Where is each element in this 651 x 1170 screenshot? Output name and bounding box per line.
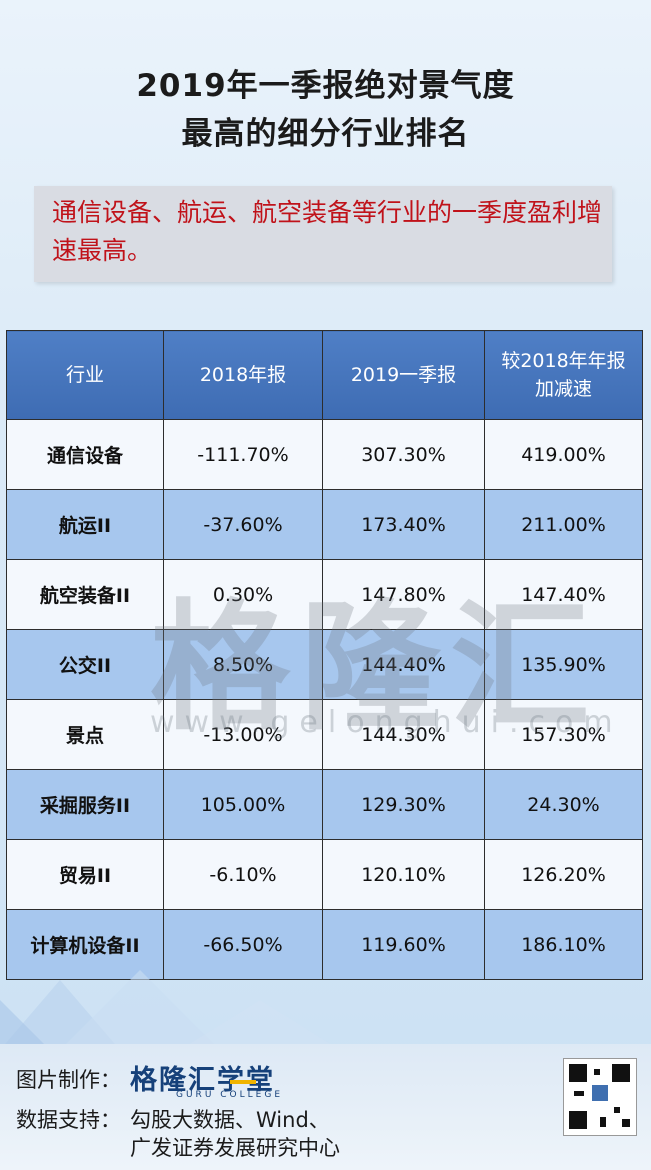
title-line-2: 最高的细分行业排名 <box>181 116 470 152</box>
cell-2018: 105.00% <box>163 769 323 840</box>
page-title: 2019年一季报绝对景气度 最高的细分行业排名 <box>0 62 651 158</box>
table-row: 航运II -37.60% 173.40% 211.00% <box>6 489 643 560</box>
cell-change: 135.90% <box>484 629 643 700</box>
cell-2019q1: 144.40% <box>322 629 485 700</box>
ranking-table-container: 行业 2018年报 2019一季报 较2018年年报 加减速 通信设备 -111… <box>6 330 643 980</box>
cell-change: 24.30% <box>484 769 643 840</box>
maker-label: 图片制作： <box>16 1068 121 1092</box>
cell-industry: 航空装备II <box>6 559 164 630</box>
cell-change: 419.00% <box>484 419 643 490</box>
cell-2019q1: 307.30% <box>322 419 485 490</box>
cell-2019q1: 144.30% <box>322 699 485 770</box>
cell-2018: -6.10% <box>163 839 323 910</box>
cell-2018: -13.00% <box>163 699 323 770</box>
header-2019q1: 2019一季报 <box>322 330 485 420</box>
cell-change: 126.20% <box>484 839 643 910</box>
qr-code-icon <box>563 1058 637 1136</box>
cell-industry: 计算机设备II <box>6 909 164 980</box>
header-change-line1: 较2018年年报 <box>501 350 626 372</box>
cell-change: 211.00% <box>484 489 643 560</box>
cell-2018: -37.60% <box>163 489 323 560</box>
table-row: 贸易II -6.10% 120.10% 126.20% <box>6 839 643 910</box>
cell-change: 157.30% <box>484 699 643 770</box>
guru-college-logo-subtitle: GURU COLLEGE <box>176 1090 284 1100</box>
cell-change: 147.40% <box>484 559 643 630</box>
table-row: 采掘服务II 105.00% 129.30% 24.30% <box>6 769 643 840</box>
cell-industry: 通信设备 <box>6 419 164 490</box>
footer <box>0 1044 651 1170</box>
logo-accent <box>230 1080 256 1084</box>
table-row: 航空装备II 0.30% 147.80% 147.40% <box>6 559 643 630</box>
decorative-triangles <box>0 970 340 1050</box>
highlight-box: 通信设备、航运、航空装备等行业的一季度盈利增速最高。 <box>34 186 612 282</box>
cell-2019q1: 129.30% <box>322 769 485 840</box>
cell-industry: 景点 <box>6 699 164 770</box>
table-row: 公交II 8.50% 144.40% 135.90% <box>6 629 643 700</box>
cell-2019q1: 147.80% <box>322 559 485 630</box>
cell-2018: 0.30% <box>163 559 323 630</box>
cell-industry: 公交II <box>6 629 164 700</box>
title-line-1: 2019年一季报绝对景气度 <box>136 68 515 104</box>
cell-change: 186.10% <box>484 909 643 980</box>
header-change-line2: 加减速 <box>534 378 592 400</box>
table-row: 通信设备 -111.70% 307.30% 419.00% <box>6 419 643 490</box>
source-line-2: 广发证券发展研究中心 <box>130 1136 340 1160</box>
table-row: 计算机设备II -66.50% 119.60% 186.10% <box>6 909 643 980</box>
source-label: 数据支持： <box>16 1108 121 1132</box>
cell-industry: 采掘服务II <box>6 769 164 840</box>
cell-industry: 航运II <box>6 489 164 560</box>
highlight-text: 通信设备、航运、航空装备等行业的一季度盈利增速最高。 <box>52 198 603 265</box>
ranking-table: 行业 2018年报 2019一季报 较2018年年报 加减速 通信设备 -111… <box>6 330 643 980</box>
header-industry: 行业 <box>6 330 164 420</box>
cell-2018: 8.50% <box>163 629 323 700</box>
table-row: 景点 -13.00% 144.30% 157.30% <box>6 699 643 770</box>
source-line-1: 勾股大数据、Wind、 <box>130 1108 330 1132</box>
header-change: 较2018年年报 加减速 <box>484 330 643 420</box>
cell-2019q1: 173.40% <box>322 489 485 560</box>
cell-2018: -111.70% <box>163 419 323 490</box>
table-header-row: 行业 2018年报 2019一季报 较2018年年报 加减速 <box>6 330 643 420</box>
cell-2019q1: 120.10% <box>322 839 485 910</box>
cell-industry: 贸易II <box>6 839 164 910</box>
cell-2019q1: 119.60% <box>322 909 485 980</box>
header-2018: 2018年报 <box>163 330 323 420</box>
